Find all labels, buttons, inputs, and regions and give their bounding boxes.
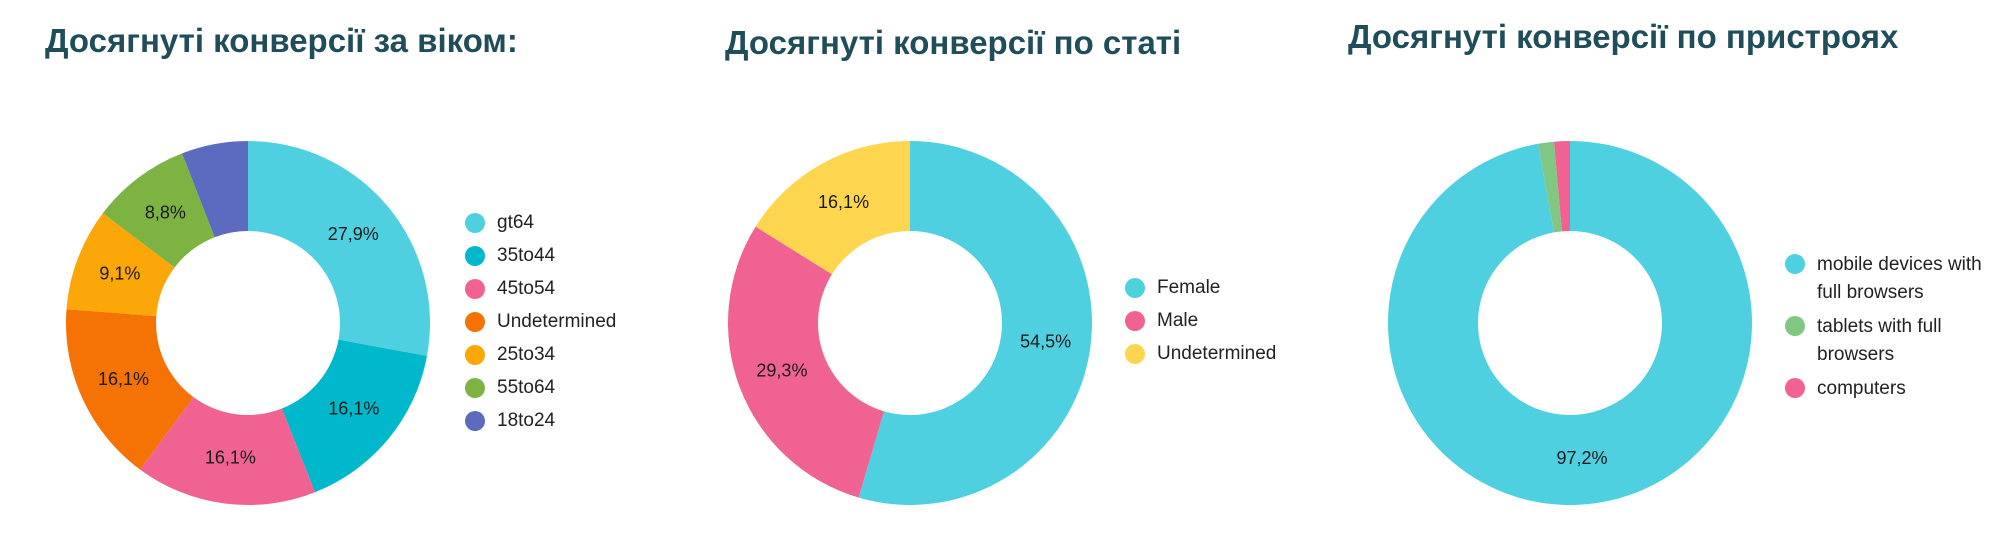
age-slice-label-55to64: 8,8% (145, 202, 186, 222)
age-legend-item-gt64: gt64 (465, 210, 665, 236)
age-slice-label-35to44: 16,1% (328, 399, 379, 419)
device-chart-panel: Досягнуті конверсії по пристроях 97,2% m… (1345, 0, 1999, 548)
gender-legend-item-undetermined: Undetermined (1125, 341, 1325, 367)
legend-swatch (465, 378, 485, 398)
legend-label: 25to34 (497, 344, 556, 365)
age-slice-18to24 (182, 141, 248, 238)
age-legend-item-55to64: 55to64 (465, 375, 665, 401)
device-donut-chart: 97,2% (1388, 141, 1752, 505)
age-slice-25to34 (66, 213, 175, 317)
legend-swatch (1785, 254, 1805, 274)
legend-swatch (1785, 378, 1805, 398)
legend-swatch (465, 345, 485, 365)
gender-slice-female (858, 141, 1092, 505)
age-slice-45to54 (140, 397, 315, 506)
age-donut-chart: 27,9% 16,1% 16,1% 16,1% 9,1% 8,8% (65, 141, 430, 506)
legend-label: gt64 (497, 212, 534, 233)
gender-legend-item-male: Male (1125, 308, 1325, 334)
device-slice-tablets-with-full-browsers (1538, 141, 1562, 233)
legend-swatch (1125, 278, 1145, 298)
device-legend: mobile devices with full browsers tablets… (1785, 251, 1985, 409)
age-legend: gt64 35to44 45to54 Undetermined 25to34 55to64… (465, 210, 665, 441)
age-slice-55to64 (102, 153, 215, 268)
legend-label: Undetermined (1157, 343, 1277, 364)
device-chart-title: Досягнуті конверсії по пристроях (1348, 18, 1899, 55)
age-chart-panel: Досягнуті конверсії за віком: 27,9% 16,1%… (0, 0, 680, 548)
legend-swatch (465, 246, 485, 266)
legend-swatch (465, 411, 485, 431)
legend-swatch (465, 279, 485, 299)
legend-swatch (465, 213, 485, 233)
age-slice-label-undetermined: 16,1% (98, 369, 149, 389)
age-legend-item-25to34: 25to34 (465, 342, 665, 368)
age-legend-item-undetermined: Undetermined (465, 309, 665, 335)
age-slice-label-45to54: 16,1% (205, 448, 256, 468)
gender-chart-panel: Досягнуті конверсії по статі 54,5% 29,3% 1… (680, 0, 1345, 548)
age-chart-title: Досягнуті конверсії за віком: (45, 22, 518, 59)
legend-label: mobile devices with full browsers (1817, 254, 1982, 303)
legend-label: 35to44 (497, 245, 556, 266)
age-slice-undetermined (65, 309, 194, 470)
age-legend-item-35to44: 35to44 (465, 243, 665, 269)
legend-label: 55to64 (497, 377, 556, 398)
gender-slice-male (728, 226, 885, 498)
legend-label: tablets with full browsers (1817, 316, 1942, 365)
age-slice-35to44 (281, 339, 427, 493)
device-legend-item-computers: computers (1785, 375, 1985, 403)
age-legend-item-18to24: 18to24 (465, 408, 665, 434)
legend-swatch (1125, 344, 1145, 364)
device-slice-label-mobile-devices-with-full-browsers: 97,2% (1557, 448, 1608, 468)
age-slice-gt64 (248, 141, 430, 356)
gender-slice-undetermined (755, 141, 910, 275)
gender-chart-title: Досягнуті конверсії по статі (725, 24, 1182, 61)
legend-label: Undetermined (497, 311, 617, 332)
age-slice-label-25to34: 9,1% (99, 263, 140, 283)
age-legend-item-45to54: 45to54 (465, 276, 665, 302)
legend-label: Female (1157, 277, 1221, 298)
legend-swatch (1125, 311, 1145, 331)
age-slice-label-gt64: 27,9% (328, 224, 379, 244)
device-slice-computers (1554, 141, 1570, 232)
legend-label: Male (1157, 310, 1199, 331)
legend-label: computers (1817, 378, 1906, 399)
device-legend-item-tablets-with-full-browsers: tablets with full browsers (1785, 313, 1985, 369)
gender-slice-label-undetermined: 16,1% (818, 192, 869, 212)
gender-donut-chart: 54,5% 29,3% 16,1% (728, 141, 1092, 505)
legend-swatch (465, 312, 485, 332)
legend-label: 18to24 (497, 410, 556, 431)
legend-swatch (1785, 316, 1805, 336)
device-legend-item-mobile-devices-with-full-browsers: mobile devices with full browsers (1785, 251, 1985, 307)
gender-slice-label-female: 54,5% (1020, 331, 1071, 351)
gender-legend: Female Male Undetermined (1125, 275, 1325, 374)
gender-legend-item-female: Female (1125, 275, 1325, 301)
device-slice-mobile-devices-with-full-browsers (1388, 141, 1752, 505)
gender-slice-label-male: 29,3% (756, 360, 807, 380)
legend-label: 45to54 (497, 278, 556, 299)
